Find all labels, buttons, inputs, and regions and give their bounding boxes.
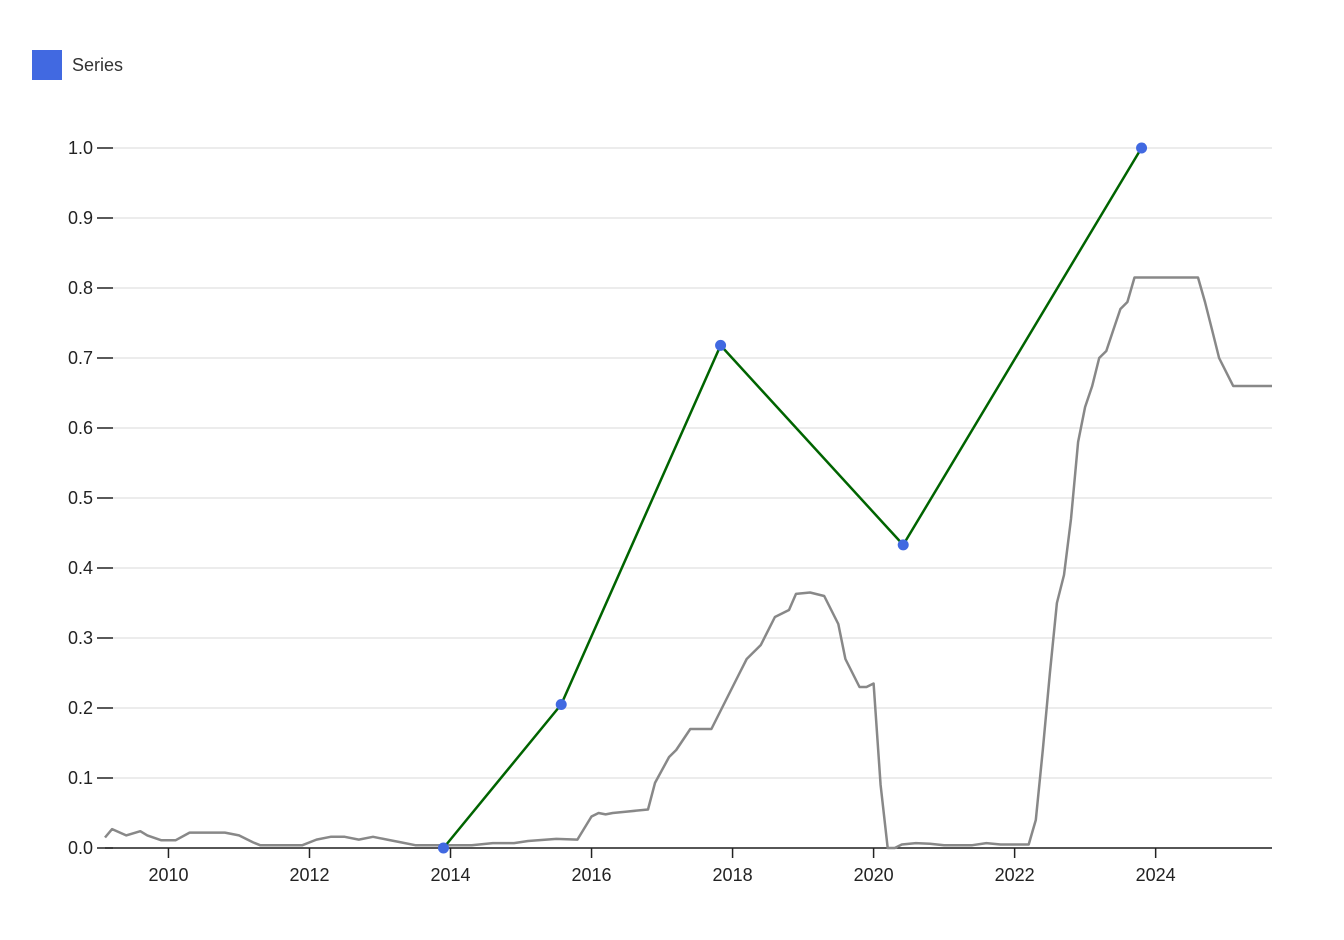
x-tick-label: 2020 (854, 865, 894, 885)
series-layer (104, 142, 1272, 854)
x-tick-label: 2022 (995, 865, 1035, 885)
x-tick-label: 2016 (572, 865, 612, 885)
y-tick-label: 0.5 (68, 488, 93, 508)
background-series-line (104, 276, 1272, 850)
grid-lines (113, 147, 1272, 849)
y-tick-label: 0.3 (68, 628, 93, 648)
x-tick-label: 2018 (713, 865, 753, 885)
x-tick-label: 2014 (430, 865, 470, 885)
legend-label: Series (72, 54, 124, 75)
y-tick-label: 0.2 (68, 698, 93, 718)
y-tick-label: 1.0 (68, 138, 93, 158)
y-tick-label: 0.1 (68, 768, 93, 788)
x-tick-label: 2024 (1136, 865, 1176, 885)
y-tick-label: 0.6 (68, 418, 93, 438)
x-tick-label: 2012 (289, 865, 329, 885)
y-tick-label: 0.0 (68, 838, 93, 858)
series-point (555, 699, 567, 710)
y-tick-label: 0.9 (68, 208, 93, 228)
legend: Series (32, 50, 123, 80)
y-tick-label: 0.4 (68, 558, 93, 578)
x-tick-label: 2010 (148, 865, 188, 885)
axes: 0.0 0.1 0.2 0.3 0.4 0.5 0.6 0.7 0.8 0.9 1.0 2010 201… (68, 138, 1272, 885)
series-point (437, 842, 449, 854)
legend-swatch (32, 50, 62, 80)
series-point (715, 339, 727, 351)
y-tick-label: 0.8 (68, 278, 93, 298)
series-point (897, 539, 909, 551)
series-point (1136, 142, 1148, 154)
y-tick-label: 0.7 (68, 348, 93, 368)
